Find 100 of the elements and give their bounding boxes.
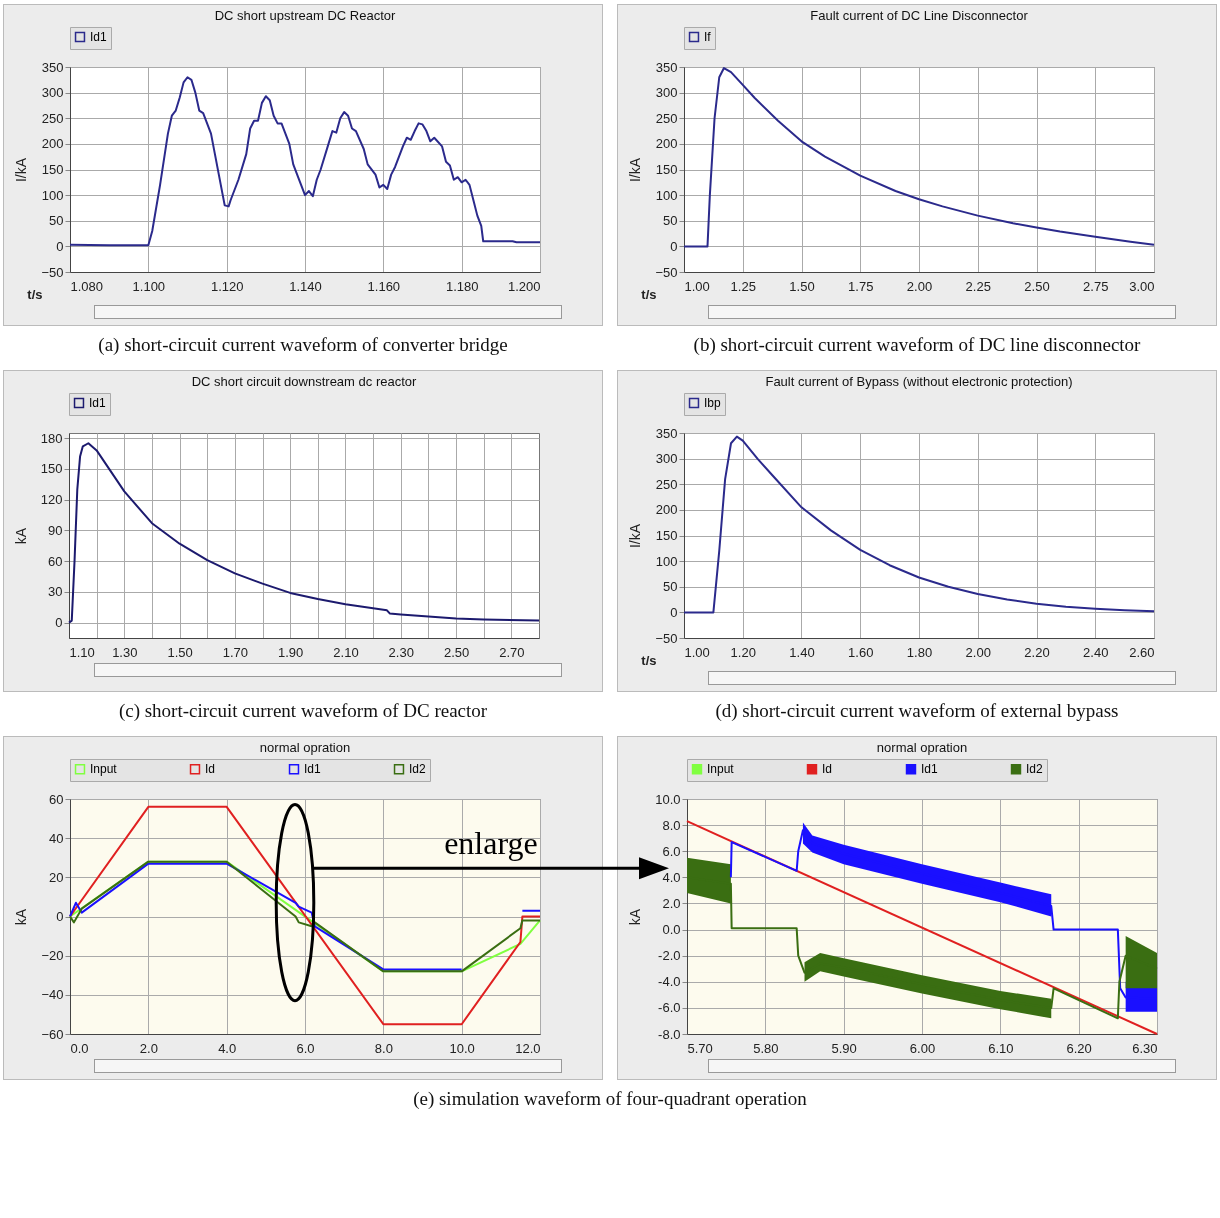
y-tick-label: 100 xyxy=(41,187,64,203)
y-tick-label: 300 xyxy=(655,85,678,101)
y-tick-label: 8.0 xyxy=(662,817,681,833)
x-tick-label: 1.160 xyxy=(367,278,401,294)
y-tick-label: 30 xyxy=(48,584,63,600)
y-tick-label: 20 xyxy=(49,869,64,885)
x-tick-label: 1.00 xyxy=(684,644,710,660)
text: (b) short-circuit current waveform of DC line disconnector xyxy=(692,333,1142,357)
y-tick-label: 50 xyxy=(663,213,678,229)
x-tick-label: 1.140 xyxy=(289,278,322,294)
x-tick-label: 1.90 xyxy=(278,644,304,660)
y-tick-label: −50 xyxy=(41,264,64,280)
chart-title: DC short upstream DC Reactor xyxy=(214,7,396,23)
y-tick-label: 0 xyxy=(55,615,63,631)
y-tick-label: 300 xyxy=(655,451,678,467)
y-tick-label: 0 xyxy=(56,238,64,254)
x-tick-label: 6.10 xyxy=(988,1040,1014,1056)
y-axis-title: kA xyxy=(13,908,30,926)
x-tick-label: 1.80 xyxy=(906,644,933,660)
y-tick-label: 150 xyxy=(655,162,678,177)
y-tick-label: 150 xyxy=(655,528,678,543)
x-tick-label: 0.0 xyxy=(70,1040,89,1056)
line-series xyxy=(68,442,540,624)
text: (c) short-circuit current waveform of DC reactor xyxy=(117,699,489,723)
x-tick-label: 6.20 xyxy=(1066,1040,1092,1056)
legend-label: Id1 xyxy=(304,762,322,777)
y-tick-label: 60 xyxy=(48,553,63,569)
text: (d) short-circuit current waveform of external bypass xyxy=(714,699,1120,723)
y-tick-label: 100 xyxy=(655,187,678,203)
legend-label: Input xyxy=(707,762,735,777)
x-tick-label: 2.40 xyxy=(1083,644,1109,660)
y-tick-label: 10.0 xyxy=(655,791,681,807)
x-tick-label: 1.120 xyxy=(210,278,244,294)
x-axis-title: t/s xyxy=(641,286,657,302)
y-tick-label: -6.0 xyxy=(658,1000,681,1016)
y-tick-label: −60 xyxy=(41,1026,64,1042)
x-tick-label: 2.60 xyxy=(1129,644,1155,660)
legend-label: Id1 xyxy=(90,30,108,44)
y-tick-label: -4.0 xyxy=(658,974,681,990)
y-tick-label: 50 xyxy=(663,579,678,595)
text: (e) simulation waveform of four-quadrant operation xyxy=(412,1087,808,1111)
x-tick-label: 1.180 xyxy=(445,278,479,294)
x-tick-label: 1.60 xyxy=(848,644,874,660)
x-tick-label: 2.00 xyxy=(965,644,991,660)
x-tick-label: 5.80 xyxy=(753,1040,779,1056)
y-axis-title: kA xyxy=(12,527,29,545)
y-tick-label: 350 xyxy=(655,59,678,75)
x-tick-label: 2.25 xyxy=(965,278,991,294)
y-tick-label: 120 xyxy=(40,492,63,508)
legend-label: Input xyxy=(90,762,118,777)
y-tick-label: 200 xyxy=(41,136,64,152)
y-axis-title: kA xyxy=(627,908,644,926)
y-tick-label: 200 xyxy=(655,136,678,152)
y-tick-label: 6.0 xyxy=(662,843,681,859)
x-tick-label: 4.0 xyxy=(218,1040,237,1056)
y-tick-label: 100 xyxy=(655,553,678,569)
annotation: enlarge xyxy=(444,825,538,862)
y-tick-label: −40 xyxy=(41,987,64,1003)
legend-label: Id1 xyxy=(89,396,107,410)
legend-label: Id1 xyxy=(921,762,939,777)
x-tick-label: 2.50 xyxy=(443,644,470,660)
x-tick-label: 1.200 xyxy=(507,278,541,294)
y-tick-label: 0 xyxy=(56,909,64,924)
x-tick-label: 2.10 xyxy=(333,644,359,660)
y-tick-label: 180 xyxy=(40,430,63,446)
y-tick-label: -8.0 xyxy=(658,1026,681,1042)
y-tick-label: 90 xyxy=(48,522,63,538)
y-tick-label: 150 xyxy=(41,162,64,177)
y-tick-label: 50 xyxy=(49,213,64,229)
x-tick-label: 2.20 xyxy=(1024,644,1050,660)
y-tick-label: −50 xyxy=(655,630,678,646)
legend-label: Id2 xyxy=(1026,762,1044,777)
y-tick-label: 0 xyxy=(670,604,678,620)
line-series xyxy=(69,805,541,1026)
x-tick-label: 2.30 xyxy=(388,644,414,660)
y-tick-label: 0 xyxy=(670,238,678,254)
x-tick-label: 2.50 xyxy=(1024,278,1050,294)
x-tick-label: 1.20 xyxy=(730,644,756,660)
y-tick-label: 40 xyxy=(49,830,64,846)
x-tick-label: 1.080 xyxy=(70,278,104,294)
y-tick-label: −50 xyxy=(655,264,678,280)
line-series xyxy=(69,76,541,247)
x-tick-label: 2.75 xyxy=(1083,278,1109,294)
x-tick-label: 6.0 xyxy=(296,1040,315,1056)
x-tick-label: 3.00 xyxy=(1129,278,1155,294)
x-tick-label: 1.100 xyxy=(132,278,166,294)
x-tick-label: 6.30 xyxy=(1132,1040,1158,1056)
y-tick-label: 200 xyxy=(655,502,678,518)
legend-label: Id xyxy=(205,762,216,777)
x-tick-label: 1.50 xyxy=(167,644,193,660)
y-tick-label: 60 xyxy=(49,791,64,807)
legend-label: If xyxy=(704,30,712,44)
y-tick-label: 0.0 xyxy=(662,922,681,938)
y-tick-label: 250 xyxy=(655,476,678,492)
x-tick-label: 5.90 xyxy=(831,1040,857,1056)
legend-label: Id2 xyxy=(409,762,427,777)
y-tick-label: 250 xyxy=(655,110,678,126)
x-tick-label: 2.70 xyxy=(499,644,525,660)
legend-label: Ibp xyxy=(704,396,722,410)
y-tick-label: 300 xyxy=(41,85,64,101)
